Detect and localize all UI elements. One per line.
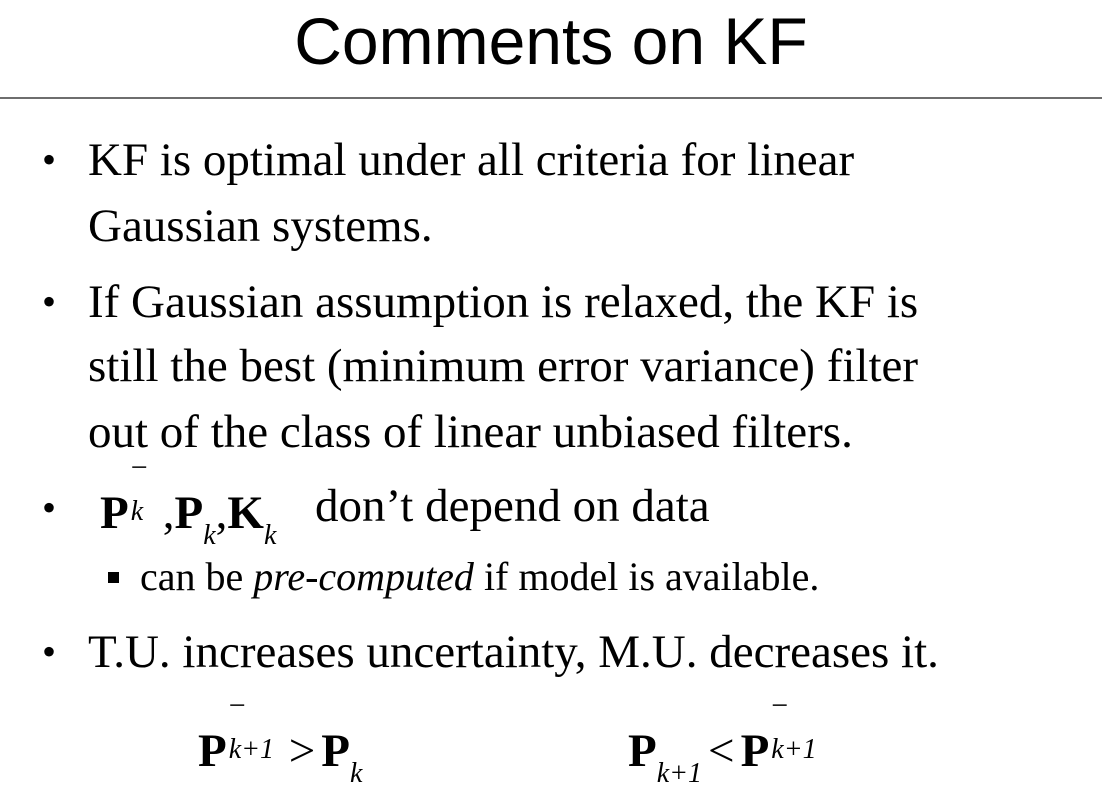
bullet-1-line-1: KF is optimal under all criteria for lin…	[88, 134, 855, 186]
bullet-2-line-3: out of the class of linear unbiased filt…	[88, 406, 853, 458]
bullet-dot: •	[42, 279, 57, 324]
p-symbol: P	[628, 725, 657, 777]
bullet-dot: •	[42, 629, 57, 674]
k-plus-1-subscript: k+1	[771, 734, 817, 765]
minus-superscript: −	[771, 689, 789, 722]
bullet-2-line-1: If Gaussian assumption is relaxed, the K…	[88, 276, 919, 328]
k-plus-1-subscript: k+1	[656, 758, 703, 789]
bullet-4-line-1: T.U. increases uncertainty, M.U. decreas…	[88, 626, 939, 678]
square-bullet-icon	[108, 572, 119, 583]
k-subscript: k	[263, 520, 277, 551]
inequality-prior-greater: P − k+1 > Pk	[198, 689, 363, 789]
inequality-posterior-less: Pk+1 < P − k+1	[628, 689, 825, 789]
k-subscript: k	[203, 520, 216, 551]
sub-bullet-line: can be pre-computed if model is availabl…	[140, 553, 819, 601]
minus-superscript: −	[228, 689, 246, 722]
covariance-gain-expression: P − k ,Pk,Kk	[100, 451, 277, 551]
slide-title: Comments on KF	[294, 4, 808, 78]
p-symbol: P	[740, 725, 770, 777]
p-symbol: P	[321, 725, 350, 777]
comma: ,	[162, 487, 175, 539]
bullet-dot: •	[42, 137, 57, 182]
title-divider	[0, 97, 1102, 99]
k-subscript: k	[349, 758, 363, 789]
bullet-3-text: don’t depend on data	[315, 480, 710, 532]
sub-bullet-italic: pre-computed	[253, 554, 474, 599]
bullet-2-line-2: still the best (minimum error variance) …	[88, 340, 919, 392]
comma: ,	[215, 487, 228, 539]
bullet-1-line-2: Gaussian systems.	[88, 200, 433, 252]
p-prior-scripts: − k+1	[227, 689, 283, 766]
p-symbol: P	[174, 487, 204, 539]
sub-bullet-before: can be	[140, 554, 254, 599]
k-plus-1-subscript: k+1	[228, 734, 275, 765]
p-prior-scripts: − k	[129, 451, 163, 528]
greater-than-operator: >	[288, 725, 316, 777]
sub-bullet-after: if model is available.	[473, 554, 820, 599]
k-subscript: k	[130, 496, 144, 527]
less-than-operator: <	[708, 725, 735, 777]
k-gain-symbol: K	[227, 487, 264, 539]
p-symbol: P	[198, 725, 227, 777]
minus-superscript: −	[130, 451, 148, 484]
p-prior-scripts: − k+1	[769, 689, 825, 766]
bullet-dot: •	[42, 485, 57, 530]
p-symbol: P	[100, 487, 129, 539]
